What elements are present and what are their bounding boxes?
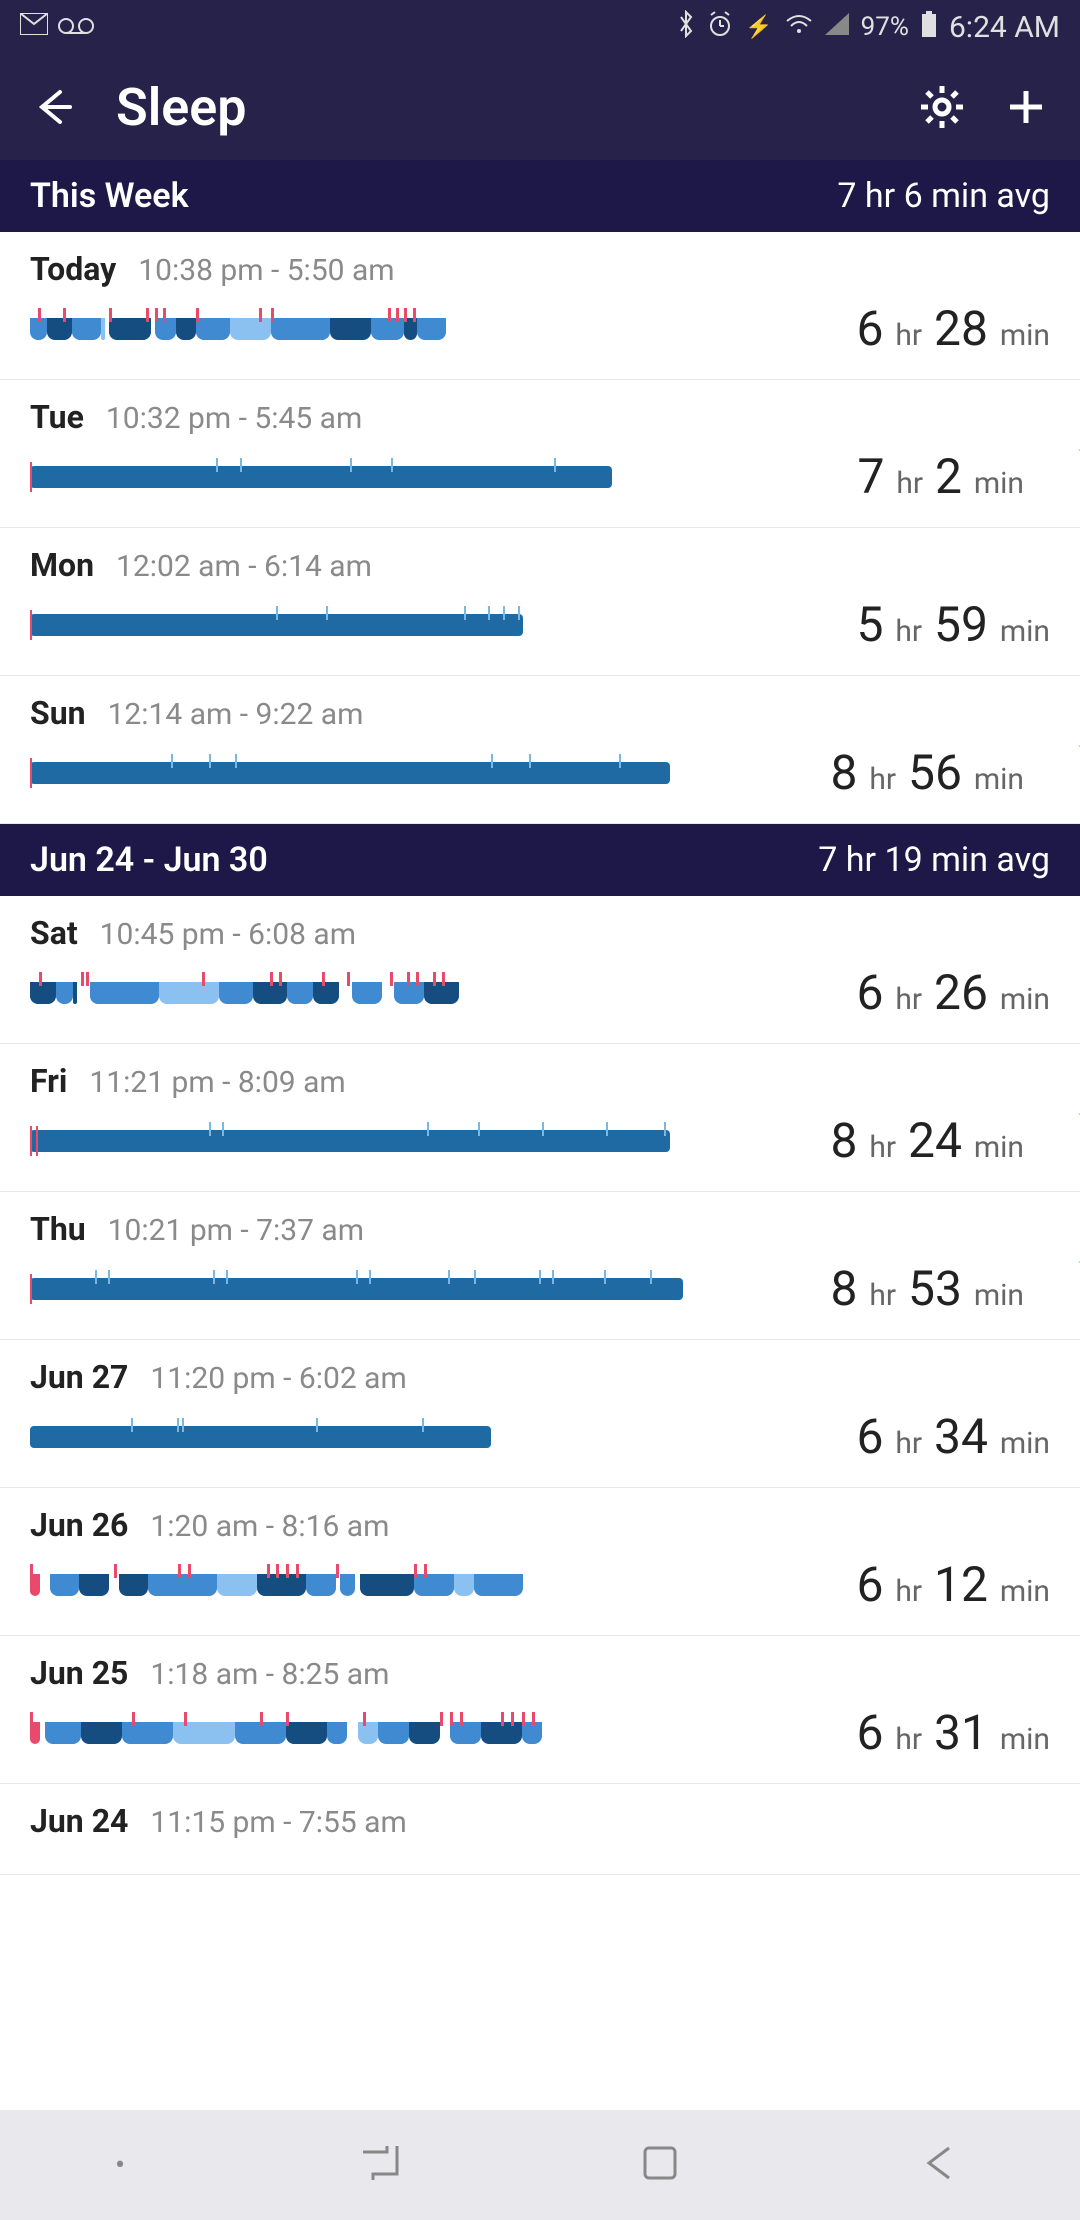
time-range: 12:14 am - 9:22 am: [108, 697, 364, 732]
section-title: Jun 24 - Jun 30: [30, 840, 268, 880]
duration: 6 hr 12 min: [800, 1556, 1050, 1613]
time-range: 10:45 pm - 6:08 am: [100, 917, 356, 952]
sleep-bar: [30, 1274, 670, 1304]
duration: 6 hr 34 min: [800, 1408, 1050, 1465]
sleep-bar: [30, 758, 670, 788]
section-avg: 7 hr 19 min avg: [818, 840, 1050, 880]
nav-back-button[interactable]: [915, 2138, 965, 2192]
sleep-list: This Week 7 hr 6 min avg Today 10:38 pm - 5…: [0, 160, 1080, 1875]
duration: 5 hr 59 min: [800, 596, 1050, 653]
sleep-row[interactable]: Sun 12:14 am - 9:22 am 8 hr 56 min ★: [0, 676, 1080, 824]
page-title: Sleep: [116, 77, 882, 138]
alarm-icon: [707, 11, 733, 44]
signal-icon: [825, 12, 849, 42]
sleep-row[interactable]: Today 10:38 pm - 5:50 am 6 hr 28 min: [0, 232, 1080, 380]
time-range: 1:20 am - 8:16 am: [150, 1509, 389, 1544]
sleep-bar: [30, 462, 670, 492]
sleep-bar: [30, 610, 670, 640]
bluetooth-icon: [677, 10, 695, 45]
sleep-row[interactable]: Jun 25 1:18 am - 8:25 am 6 hr 31 min: [0, 1636, 1080, 1784]
voicemail-icon: [58, 12, 94, 42]
day-label: Jun 26: [30, 1506, 128, 1544]
duration: 7 hr 2 min: [774, 448, 1024, 505]
day-label: Jun 27: [30, 1358, 128, 1396]
time-range: 12:02 am - 6:14 am: [116, 549, 372, 584]
time-range: 11:15 pm - 7:55 am: [150, 1805, 406, 1840]
sleep-row[interactable]: Jun 27 11:20 pm - 6:02 am 6 hr 34 min: [0, 1340, 1080, 1488]
recents-button[interactable]: [355, 2138, 405, 2192]
day-label: Thu: [30, 1210, 86, 1248]
app-header: Sleep: [0, 54, 1080, 160]
duration: 6 hr 31 min: [800, 1704, 1050, 1761]
day-label: Sun: [30, 694, 86, 732]
sleep-row[interactable]: Mon 12:02 am - 6:14 am 5 hr 59 min: [0, 528, 1080, 676]
duration: 8 hr 53 min: [774, 1260, 1024, 1317]
status-bar: ⚡ 97% 6:24 AM: [0, 0, 1080, 54]
sleep-row[interactable]: Sat 10:45 pm - 6:08 am 6 hr 26 min: [0, 896, 1080, 1044]
section-avg: 7 hr 6 min avg: [837, 176, 1050, 216]
wifi-icon: [785, 12, 813, 42]
section-title: This Week: [30, 176, 189, 216]
sleep-row[interactable]: Jun 24 11:15 pm - 7:55 am: [0, 1784, 1080, 1875]
sleep-row[interactable]: Fri 11:21 pm - 8:09 am 8 hr 24 min ★: [0, 1044, 1080, 1192]
time-range: 11:20 pm - 6:02 am: [150, 1361, 406, 1396]
duration: 8 hr 24 min: [774, 1112, 1024, 1169]
android-nav-bar: •: [0, 2110, 1080, 2220]
day-label: Jun 24: [30, 1802, 128, 1840]
status-time: 6:24 AM: [949, 10, 1060, 45]
section-header: Jun 24 - Jun 30 7 hr 19 min avg: [0, 824, 1080, 896]
time-range: 1:18 am - 8:25 am: [150, 1657, 389, 1692]
duration: 6 hr 28 min: [800, 300, 1050, 357]
section-header: This Week 7 hr 6 min avg: [0, 160, 1080, 232]
day-label: Tue: [30, 398, 84, 436]
status-left: [20, 12, 94, 42]
day-label: Jun 25: [30, 1654, 128, 1692]
charging-icon: ⚡: [745, 15, 772, 40]
goal-star-icon: ★: [1076, 1095, 1080, 1140]
goal-star-icon: ★: [1076, 727, 1080, 772]
battery-icon: [921, 11, 937, 44]
sleep-bar: [30, 978, 670, 1008]
sleep-bar: [30, 1422, 670, 1452]
sleep-bar: [30, 1570, 670, 1600]
status-right: ⚡ 97% 6:24 AM: [677, 10, 1060, 45]
time-range: 10:32 pm - 5:45 am: [106, 401, 362, 436]
time-range: 11:21 pm - 8:09 am: [89, 1065, 345, 1100]
sleep-bar: [30, 1718, 670, 1748]
day-label: Sat: [30, 914, 78, 952]
add-button[interactable]: [1002, 83, 1050, 131]
sleep-bar: [30, 314, 670, 344]
battery-percent: 97%: [861, 12, 909, 42]
time-range: 10:38 pm - 5:50 am: [138, 253, 394, 288]
time-range: 10:21 pm - 7:37 am: [108, 1213, 364, 1248]
sleep-row[interactable]: Jun 26 1:20 am - 8:16 am 6 hr 12 min: [0, 1488, 1080, 1636]
mail-icon: [20, 12, 48, 42]
sleep-bar: [30, 1126, 670, 1156]
duration: 6 hr 26 min: [800, 964, 1050, 1021]
home-button[interactable]: [635, 2138, 685, 2192]
gear-icon[interactable]: [918, 83, 966, 131]
day-label: Mon: [30, 546, 94, 584]
back-button[interactable]: [30, 84, 76, 130]
sleep-row[interactable]: Tue 10:32 pm - 5:45 am 7 hr 2 min ★: [0, 380, 1080, 528]
goal-star-icon: ★: [1076, 431, 1080, 476]
day-label: Fri: [30, 1062, 67, 1100]
duration: 8 hr 56 min: [774, 744, 1024, 801]
nav-dot: •: [115, 2148, 125, 2183]
sleep-row[interactable]: Thu 10:21 pm - 7:37 am 8 hr 53 min ★: [0, 1192, 1080, 1340]
day-label: Today: [30, 250, 116, 288]
goal-star-icon: ★: [1076, 1243, 1080, 1288]
